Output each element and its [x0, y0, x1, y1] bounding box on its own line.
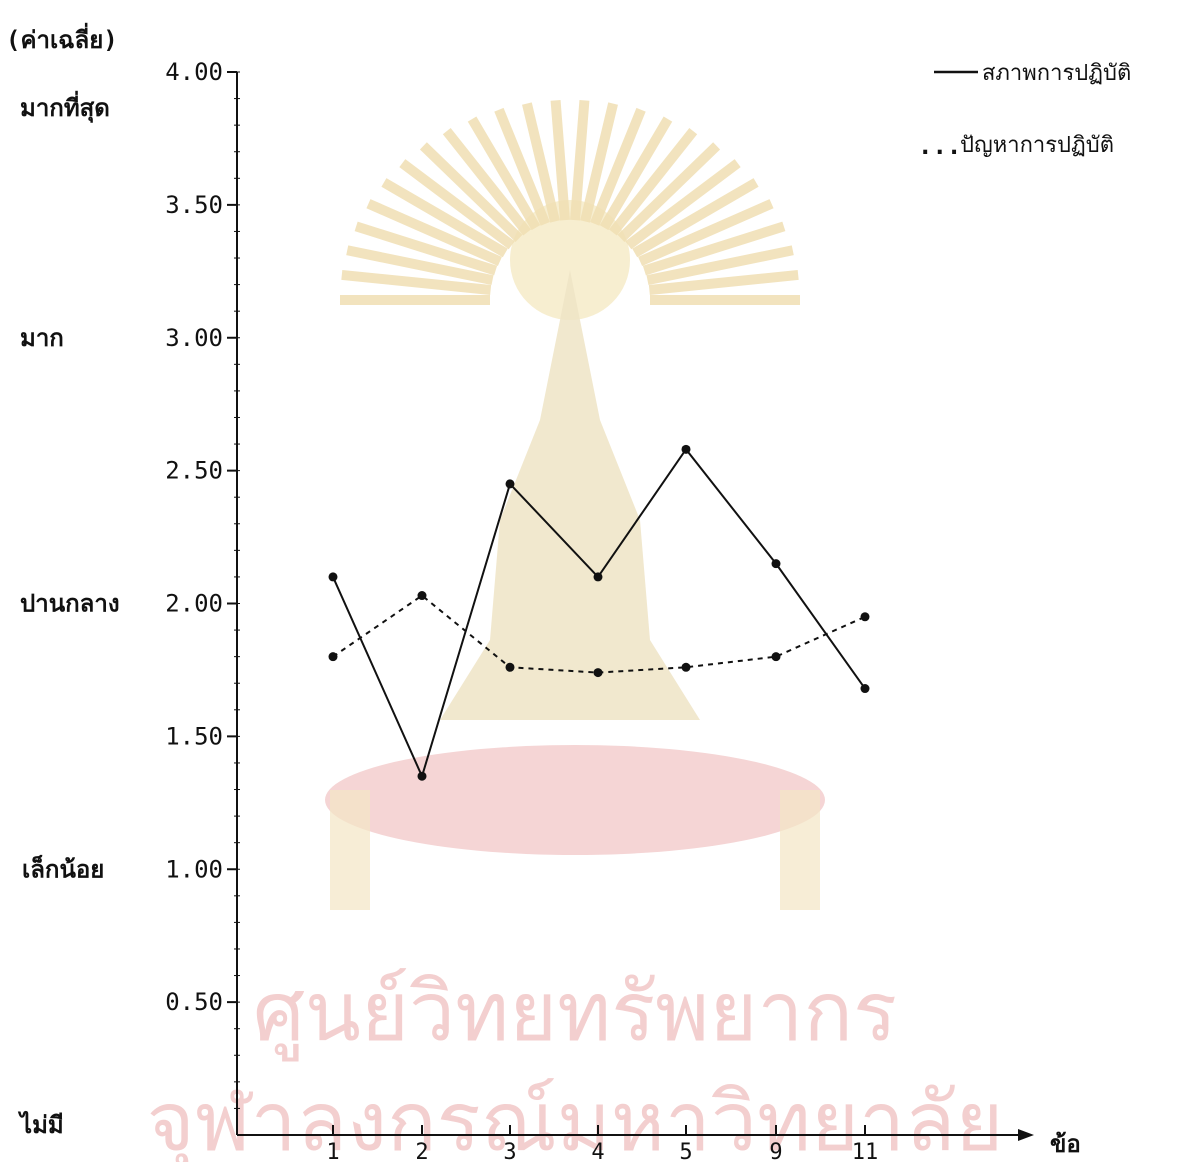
y-tick-label: 0.50	[165, 988, 223, 1016]
legend-dotted-marker: ...	[918, 132, 961, 160]
series-2-point	[328, 652, 338, 662]
y-tick-label: 3.50	[165, 191, 223, 219]
x-tick-label: 11	[852, 1140, 879, 1162]
series-1-point	[505, 479, 515, 489]
series-1-point	[860, 684, 870, 694]
x-tick-label: 2	[415, 1140, 428, 1162]
x-axis-arrow-icon	[1018, 1129, 1034, 1141]
series-line-2	[332, 594, 866, 674]
y-axis-label: (ค่าเฉลี่ย)	[6, 22, 118, 54]
x-tick-label: 3	[503, 1140, 516, 1162]
legend-item-2: ปัญหาการปฏิบัติ	[960, 133, 1114, 158]
series-layer	[328, 444, 870, 781]
y-tick-label: 4.00	[165, 58, 223, 86]
series-2-point	[417, 591, 427, 601]
y-tick-label: 2.00	[165, 590, 223, 618]
series-line-1	[332, 447, 866, 780]
y-tick-label: 2.50	[165, 457, 223, 485]
x-tick-label: 1	[326, 1140, 339, 1162]
axes: 4.00 3.50 3.00 2.50 2.00 1.50 1.00 0.50 มากที่สุ…	[17, 58, 1034, 1162]
level-label: มากที่สุด	[20, 90, 110, 124]
series-2-point	[505, 662, 515, 672]
level-label: มาก	[20, 324, 64, 352]
level-label: ปานกลาง	[20, 590, 120, 618]
level-label: เล็กน้อย	[22, 854, 104, 883]
legend-item-1: สภาพการปฏิบัติ	[982, 61, 1131, 86]
series-1-point	[328, 572, 338, 582]
level-label: ไม่มี	[17, 1110, 64, 1139]
series-1-point	[771, 559, 781, 569]
legend: สภาพการปฏิบัติ ... ปัญหาการปฏิบัติ	[918, 61, 1131, 160]
series-2-point	[681, 662, 691, 672]
y-tick-label: 1.50	[165, 722, 223, 750]
series-2-point	[593, 668, 603, 678]
series-1-point	[681, 444, 691, 454]
y-tick-label: 1.00	[165, 855, 223, 883]
x-axis-label: ข้อ	[1050, 1130, 1081, 1158]
y-tick-label: 3.00	[165, 324, 223, 352]
x-tick-label: 5	[679, 1140, 692, 1162]
series-1-point	[417, 771, 427, 781]
series-2-point	[860, 612, 870, 622]
series-2-point	[771, 652, 781, 662]
x-tick-label: 4	[591, 1140, 604, 1162]
x-tick-label: 9	[769, 1140, 782, 1162]
series-1-point	[593, 572, 603, 582]
